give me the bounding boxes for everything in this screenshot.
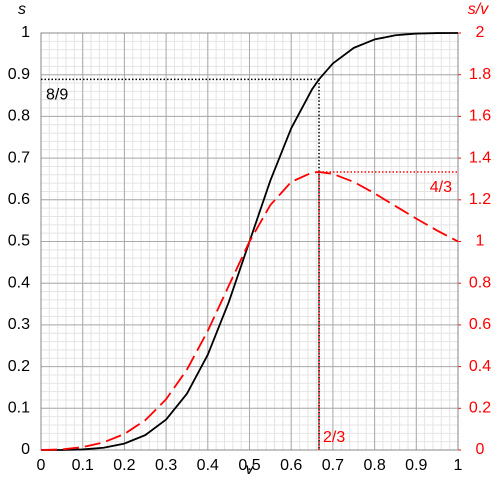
x-tick-label: 0.3 xyxy=(155,457,177,474)
annotation: 2/3 xyxy=(323,429,345,446)
y-tick-label: 0.7 xyxy=(8,149,30,166)
y2-axis-label: s/v xyxy=(468,1,489,18)
y-tick-label: 0 xyxy=(21,441,30,458)
series-line xyxy=(40,32,459,451)
y2-tick-label: 1.6 xyxy=(469,108,491,125)
y2-tick-label: 1.4 xyxy=(469,149,491,166)
x-tick-label: 0 xyxy=(37,457,46,474)
y-tick-label: 0.1 xyxy=(8,400,30,417)
x-tick-label: 0.2 xyxy=(113,457,135,474)
y-tick-label: 0.6 xyxy=(8,191,30,208)
y2-tick-label: 0.6 xyxy=(469,316,491,333)
y-tick-label: 0.2 xyxy=(8,358,30,375)
y2-tick-label: 0.8 xyxy=(469,274,491,291)
series-line xyxy=(40,171,459,451)
y2-tick-label: 0 xyxy=(476,441,485,458)
y-axis-label: s xyxy=(18,1,26,18)
y2-tick-label: 1.2 xyxy=(469,191,491,208)
x-axis-label: v xyxy=(246,461,255,478)
y-tick-label: 0.9 xyxy=(8,66,30,83)
x-tick-label: 1 xyxy=(454,457,463,474)
x-tick-label: 0.7 xyxy=(322,457,344,474)
y2-tick-label: 0.2 xyxy=(469,400,491,417)
x-tick-label: 0.6 xyxy=(280,457,302,474)
annotation: 4/3 xyxy=(430,179,452,196)
y2-tick-label: 1.8 xyxy=(469,66,491,83)
y-tick-label: 0.5 xyxy=(8,233,30,250)
x-tick-label: 0.1 xyxy=(72,457,94,474)
y-tick-label: 1 xyxy=(21,24,30,41)
y2-tick-label: 0.4 xyxy=(469,358,491,375)
x-tick-label: 0.4 xyxy=(197,457,219,474)
annotation: 8/9 xyxy=(46,87,68,104)
y-tick-label: 0.3 xyxy=(8,316,30,333)
x-tick-label: 0.5 xyxy=(238,457,260,474)
y-tick-label: 0.8 xyxy=(8,108,30,125)
y-tick-label: 0.4 xyxy=(8,274,30,291)
y2-tick-label: 1 xyxy=(476,233,485,250)
x-tick-label: 0.8 xyxy=(363,457,385,474)
y2-tick-label: 2 xyxy=(476,24,485,41)
x-tick-label: 0.9 xyxy=(405,457,427,474)
